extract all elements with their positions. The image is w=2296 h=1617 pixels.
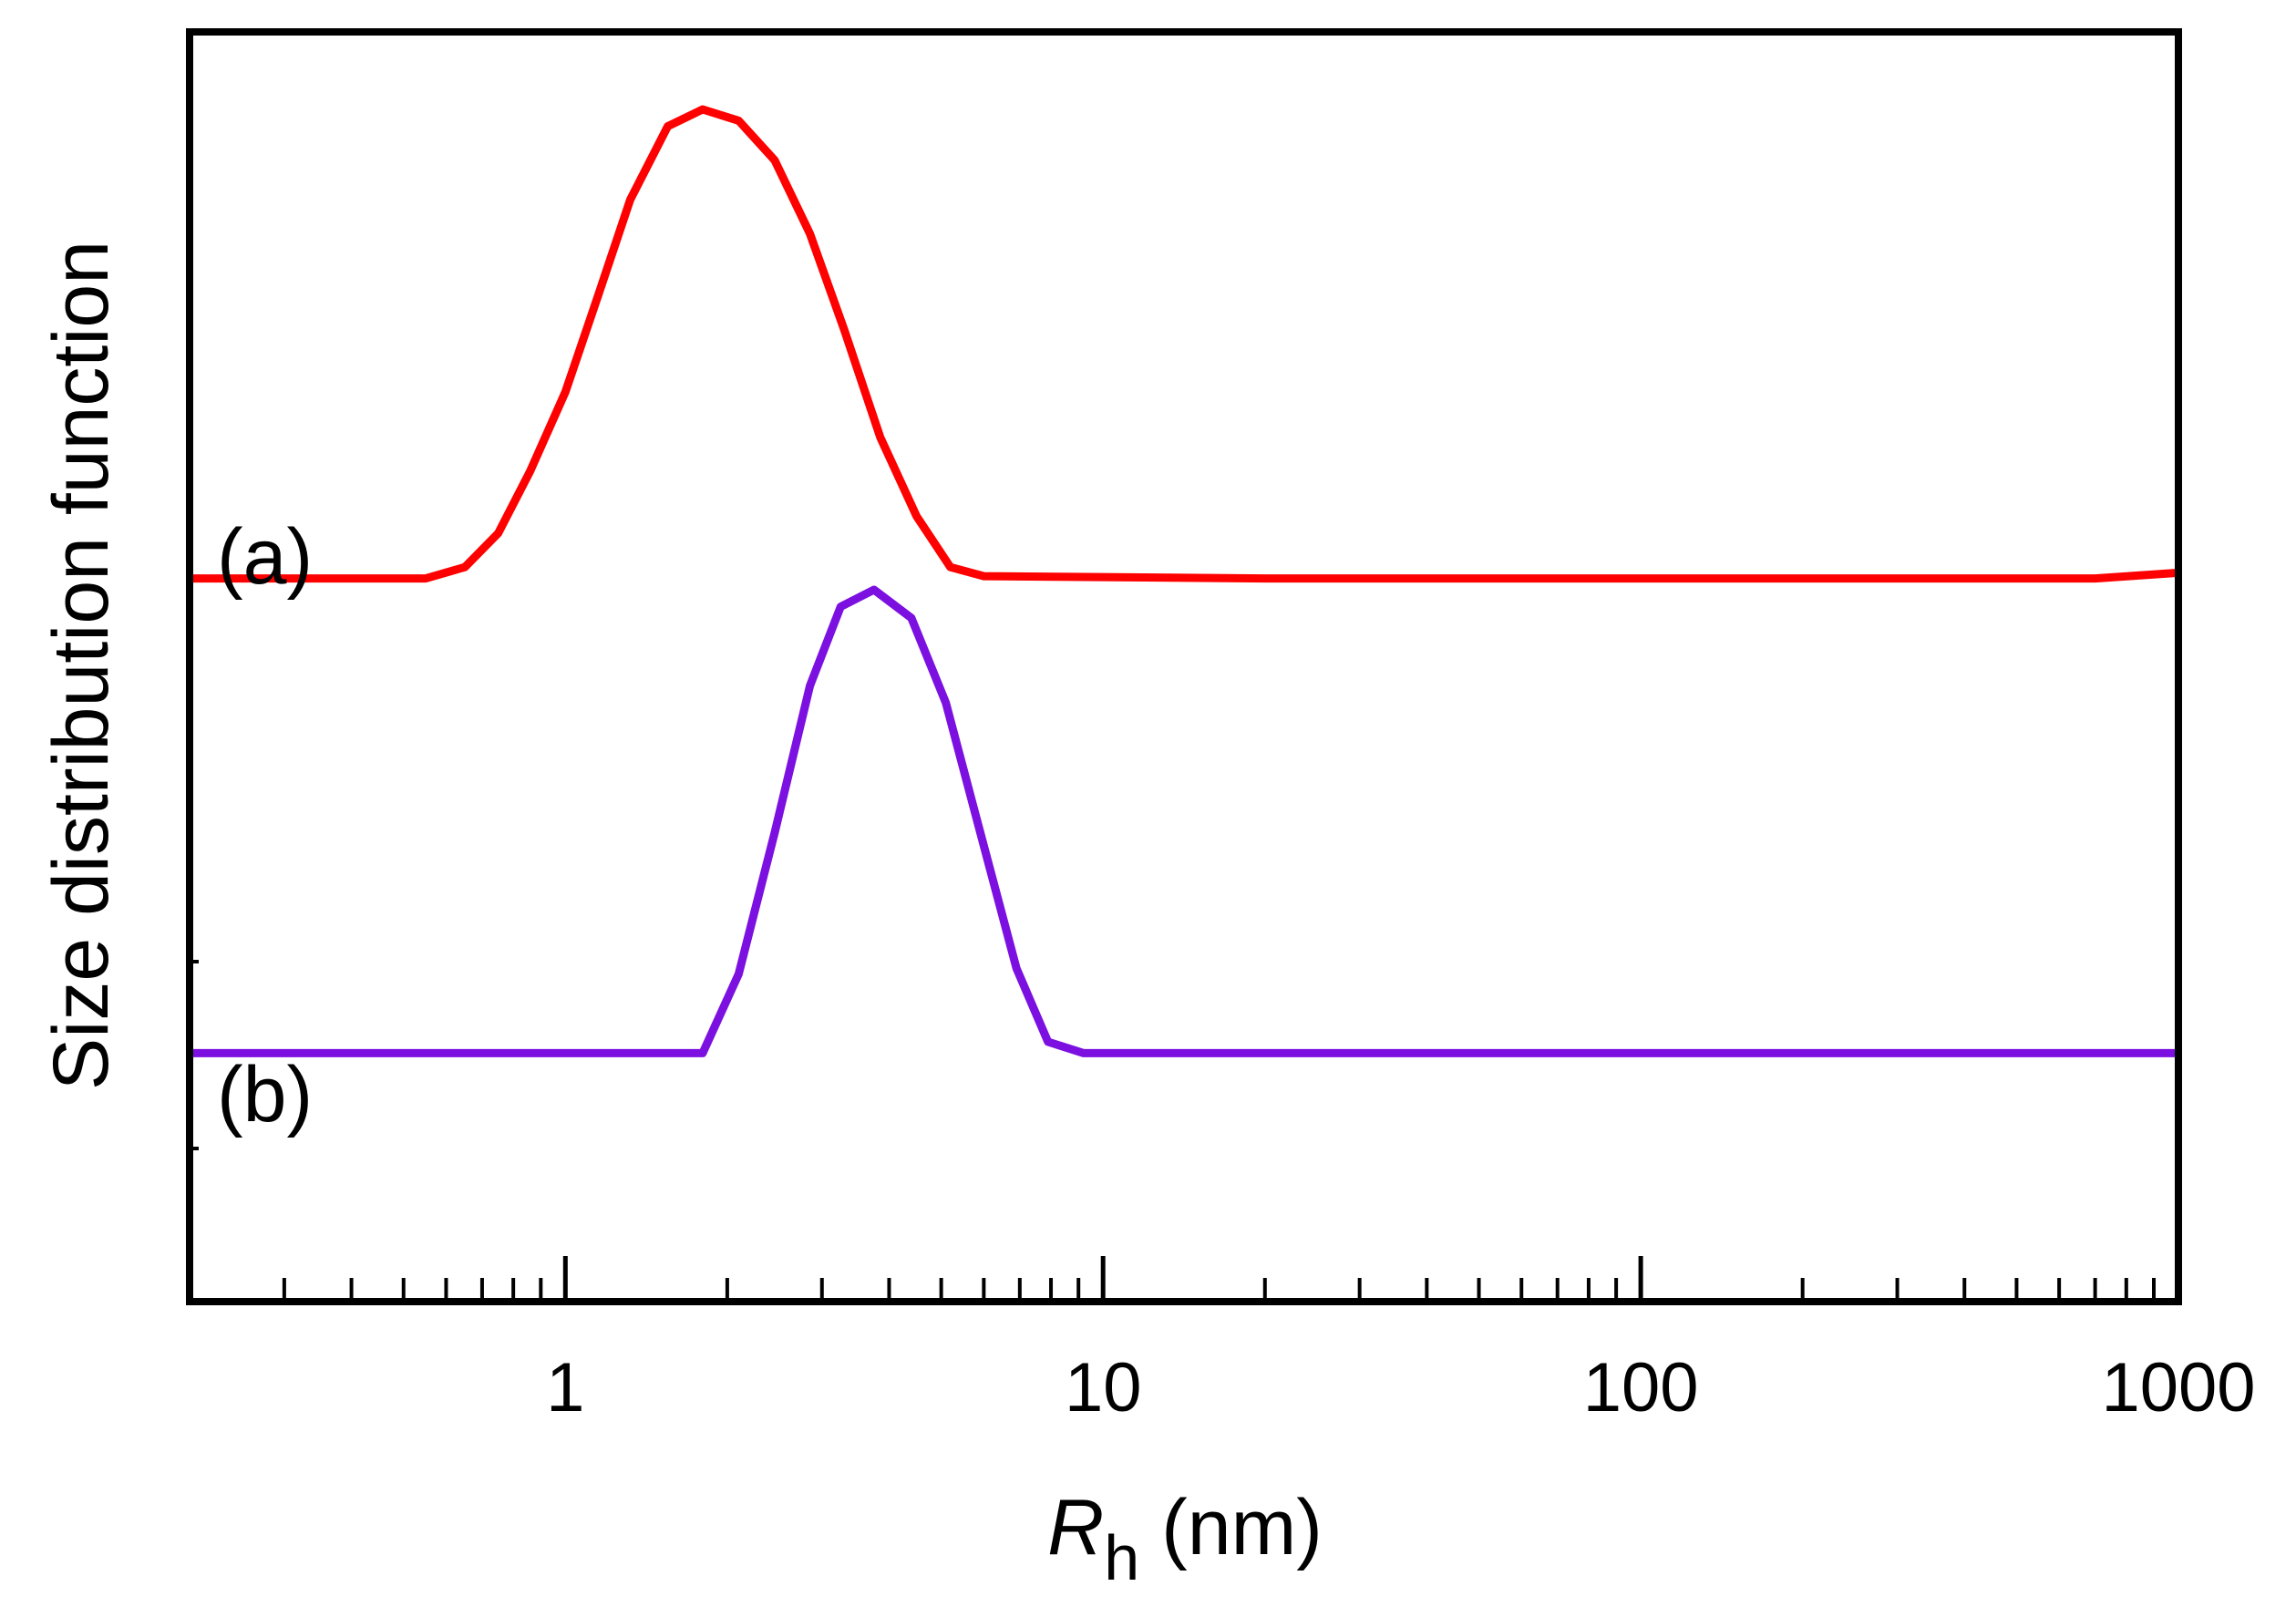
- x-tick-labels: 1 10 100 1000: [546, 1349, 2255, 1426]
- series-layer: [190, 105, 2179, 1057]
- x-axis-title: Rh (nm): [1047, 1484, 1323, 1593]
- x-tick-label: 10: [1065, 1349, 1142, 1426]
- x-axis-ticks: [188, 960, 2157, 1302]
- x-tick-label: 1: [546, 1349, 584, 1426]
- x-axis-symbol: R: [1047, 1484, 1104, 1571]
- x-tick-label: 1000: [2101, 1349, 2255, 1426]
- series-line-a: [190, 105, 2179, 583]
- series-label-a: (a): [217, 513, 313, 601]
- plot-frame: [186, 28, 2182, 1305]
- series-label-b: (b): [217, 1051, 313, 1138]
- y-axis-title: Size distribution function: [37, 241, 125, 1090]
- x-axis-subscript: h: [1104, 1522, 1139, 1593]
- series-line-b: [190, 585, 2178, 1057]
- x-tick-label: 100: [1583, 1349, 1699, 1426]
- x-axis-unit: (nm): [1139, 1484, 1323, 1571]
